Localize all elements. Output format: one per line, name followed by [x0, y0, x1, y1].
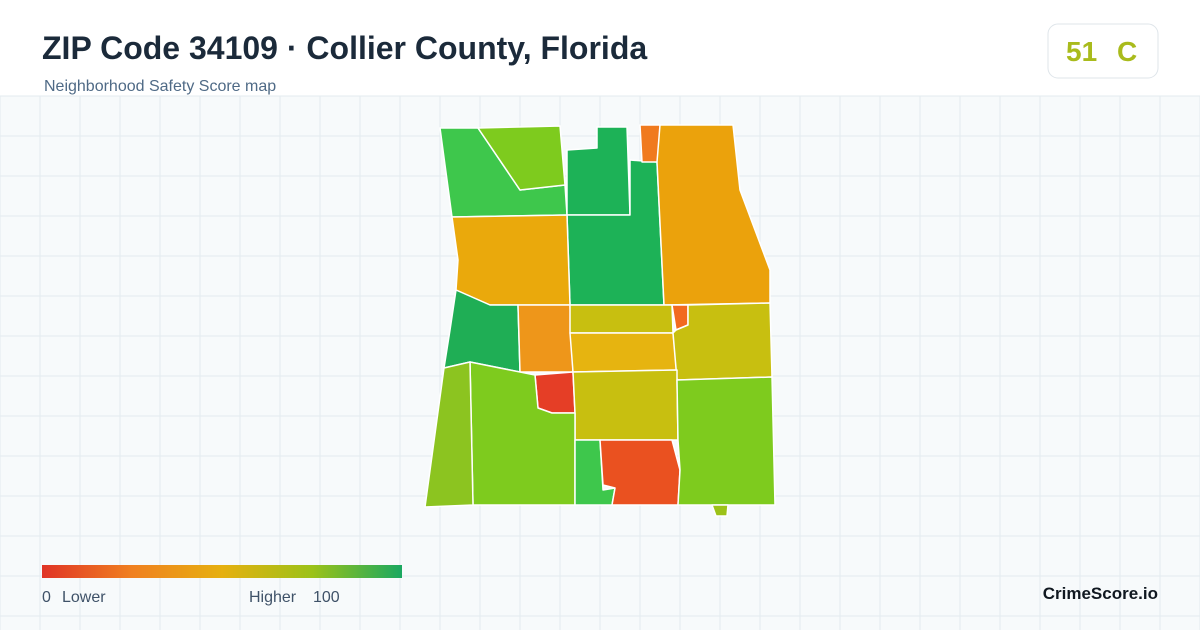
area — [566, 126, 631, 216]
zip-map — [424, 124, 776, 517]
legend-max: 100 — [313, 589, 340, 606]
area — [572, 369, 679, 441]
score: 51 — [1066, 36, 1097, 67]
brand: CrimeScore.io — [1043, 584, 1158, 603]
area — [656, 124, 771, 306]
background-grid — [0, 95, 1200, 630]
area — [517, 304, 574, 373]
subtitle: Neighborhood Safety Score map — [44, 78, 276, 95]
area — [599, 439, 681, 506]
area — [534, 371, 576, 414]
area — [676, 376, 776, 506]
header-bg — [0, 0, 1200, 96]
legend-bar — [42, 565, 402, 578]
score-badge — [1047, 23, 1159, 79]
area — [569, 332, 678, 373]
area — [672, 302, 773, 381]
area — [711, 504, 729, 517]
area — [424, 361, 474, 508]
legend-max-label: Higher — [249, 589, 297, 606]
title: ZIP Code 34109 · Collier County, Florida — [42, 30, 647, 66]
area — [569, 304, 674, 334]
area — [477, 125, 566, 191]
legend-min-label: Lower — [62, 589, 106, 606]
legend-min: 0 — [42, 589, 51, 606]
area — [469, 361, 576, 506]
grade: C — [1117, 36, 1137, 67]
area — [451, 214, 571, 306]
